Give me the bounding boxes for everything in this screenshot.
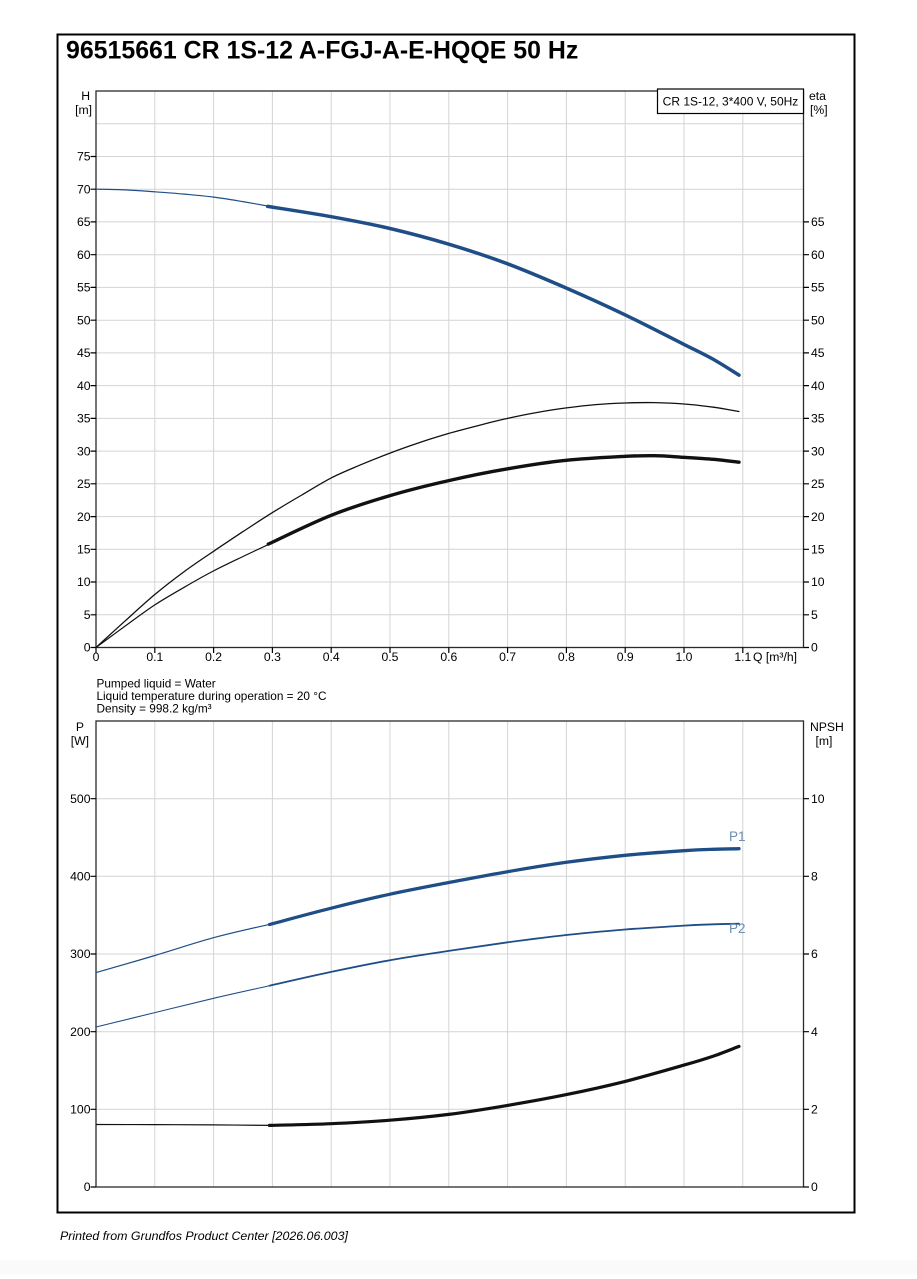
svg-text:8: 8 <box>811 870 818 884</box>
svg-text:70: 70 <box>77 182 91 196</box>
svg-text:0.2: 0.2 <box>205 650 222 664</box>
svg-text:10: 10 <box>811 792 825 806</box>
svg-text:CR 1S-12, 3*400 V, 50Hz: CR 1S-12, 3*400 V, 50Hz <box>663 95 799 109</box>
svg-text:P: P <box>76 720 84 734</box>
svg-text:0.3: 0.3 <box>264 650 281 664</box>
svg-text:Pumped liquid = Water: Pumped liquid = Water <box>97 677 216 691</box>
svg-text:15: 15 <box>811 543 825 557</box>
svg-text:0: 0 <box>811 641 818 655</box>
svg-text:60: 60 <box>77 248 91 262</box>
svg-text:50: 50 <box>811 313 825 327</box>
svg-text:1.1: 1.1 <box>734 650 751 664</box>
svg-text:[W]: [W] <box>71 734 89 748</box>
svg-text:200: 200 <box>70 1025 91 1039</box>
svg-text:96515661 CR 1S-12 A-FGJ-A-E-HQ: 96515661 CR 1S-12 A-FGJ-A-E-HQQE 50 Hz <box>66 37 578 65</box>
svg-text:P2: P2 <box>729 921 746 936</box>
svg-text:0.6: 0.6 <box>440 650 457 664</box>
svg-text:6: 6 <box>811 947 818 961</box>
svg-text:5: 5 <box>84 608 91 622</box>
svg-text:30: 30 <box>811 444 825 458</box>
svg-text:500: 500 <box>70 792 91 806</box>
svg-text:40: 40 <box>811 379 825 393</box>
svg-text:75: 75 <box>77 150 91 164</box>
svg-text:40: 40 <box>77 379 91 393</box>
svg-text:65: 65 <box>77 215 91 229</box>
svg-text:25: 25 <box>811 477 825 491</box>
svg-text:4: 4 <box>811 1025 818 1039</box>
svg-text:0: 0 <box>84 1180 91 1194</box>
svg-text:35: 35 <box>811 412 825 426</box>
svg-text:P1: P1 <box>729 829 746 844</box>
svg-text:25: 25 <box>77 477 91 491</box>
svg-text:45: 45 <box>77 346 91 360</box>
svg-text:Q [m³/h]: Q [m³/h] <box>753 650 797 664</box>
svg-text:[m]: [m] <box>816 734 833 748</box>
svg-text:20: 20 <box>77 510 91 524</box>
svg-text:eta: eta <box>809 89 826 103</box>
svg-text:0: 0 <box>811 1180 818 1194</box>
svg-text:Liquid temperature during oper: Liquid temperature during operation = 20… <box>97 689 327 703</box>
svg-text:0.8: 0.8 <box>558 650 575 664</box>
svg-text:100: 100 <box>70 1103 91 1117</box>
svg-text:5: 5 <box>811 608 818 622</box>
svg-text:10: 10 <box>77 575 91 589</box>
svg-text:300: 300 <box>70 947 91 961</box>
svg-text:20: 20 <box>811 510 825 524</box>
svg-text:Printed from Grundfos Product: Printed from Grundfos Product Center [20… <box>60 1229 348 1243</box>
svg-text:0: 0 <box>84 641 91 655</box>
svg-text:NPSH: NPSH <box>810 720 844 734</box>
svg-text:60: 60 <box>811 248 825 262</box>
svg-text:0.4: 0.4 <box>323 650 340 664</box>
svg-text:55: 55 <box>811 281 825 295</box>
svg-text:0.7: 0.7 <box>499 650 516 664</box>
svg-text:55: 55 <box>77 281 91 295</box>
svg-text:45: 45 <box>811 346 825 360</box>
svg-text:2: 2 <box>811 1103 818 1117</box>
svg-text:[%]: [%] <box>810 103 828 117</box>
svg-text:10: 10 <box>811 575 825 589</box>
svg-text:50: 50 <box>77 313 91 327</box>
svg-text:1.0: 1.0 <box>676 650 693 664</box>
svg-text:[m]: [m] <box>75 103 92 117</box>
svg-text:0.9: 0.9 <box>617 650 634 664</box>
svg-text:0.5: 0.5 <box>382 650 399 664</box>
svg-text:Density = 998.2 kg/m³: Density = 998.2 kg/m³ <box>97 702 212 716</box>
svg-text:30: 30 <box>77 444 91 458</box>
svg-text:65: 65 <box>811 215 825 229</box>
svg-text:15: 15 <box>77 543 91 557</box>
svg-text:400: 400 <box>70 870 91 884</box>
svg-text:35: 35 <box>77 412 91 426</box>
svg-text:0: 0 <box>93 650 100 664</box>
svg-text:0.1: 0.1 <box>146 650 163 664</box>
svg-text:H: H <box>81 89 90 103</box>
